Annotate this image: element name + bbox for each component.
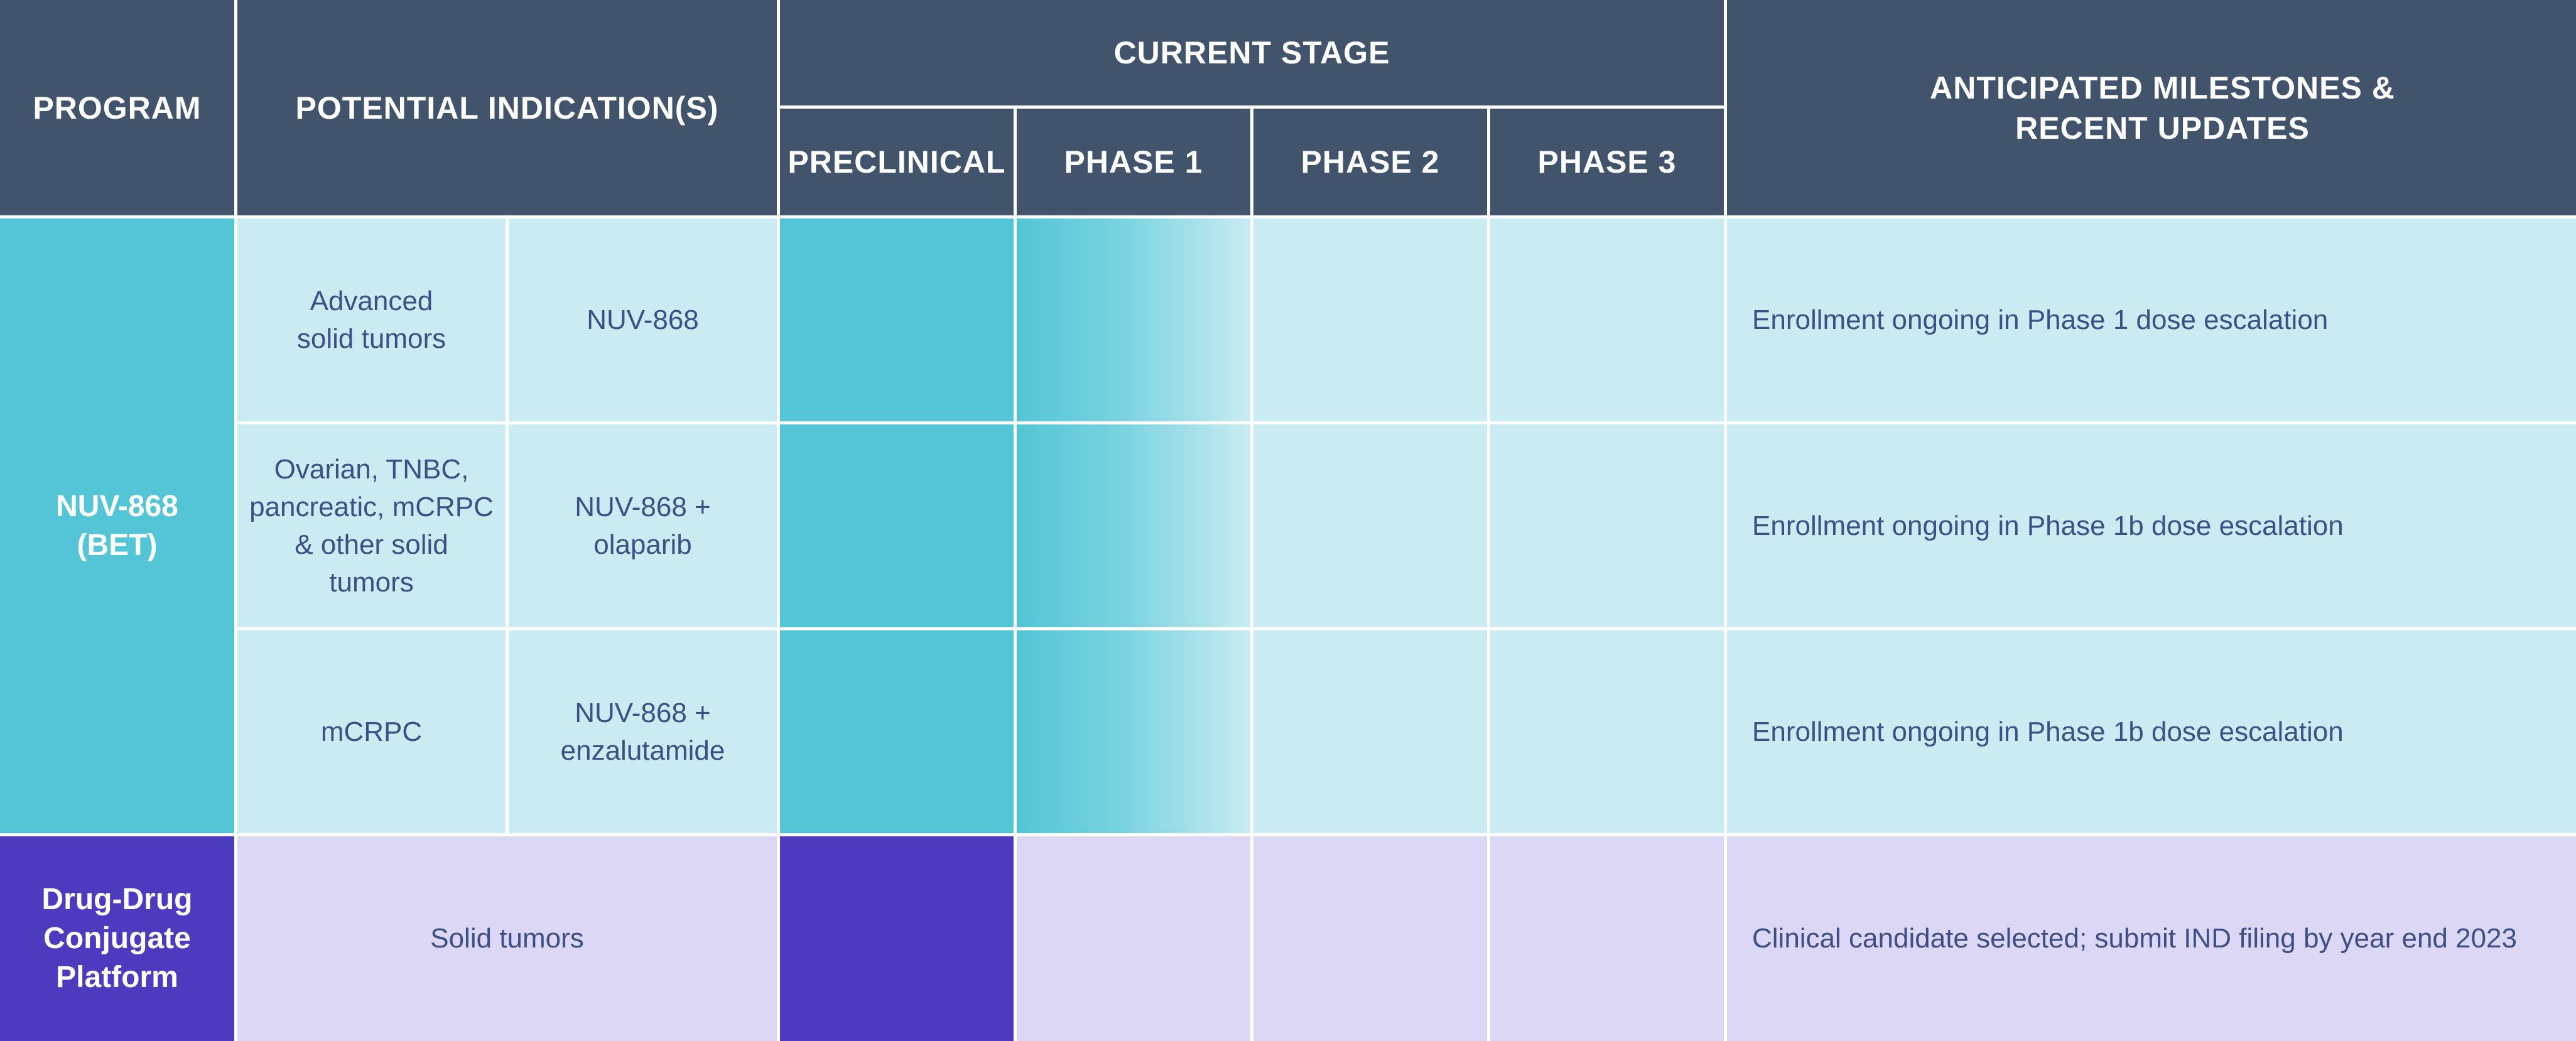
stage-phase-3-empty [1490,424,1724,627]
stage-phase-1-in-progress [1017,218,1250,421]
header-current-stage: CURRENT STAGE [780,0,1724,105]
milestone-cell: Enrollment ongoing in Phase 1b dose esca… [1727,630,2576,833]
regimen-cell: NUV-868 [509,218,777,421]
indication-cell: Ovarian, TNBC, pancreatic, mCRPC & other… [237,424,506,627]
header-stage-phase-1: PHASE 1 [1017,109,1250,215]
indication-cell: Solid tumors [237,836,777,1041]
stage-preclinical-complete [780,218,1014,421]
indication-cell: Advanced solid tumors [237,218,506,421]
stage-phase-3-empty [1490,630,1724,833]
stage-phase-3-empty [1490,836,1724,1041]
stage-phase-2-empty [1253,424,1487,627]
header-indications: POTENTIAL INDICATION(S) [237,0,777,215]
stage-preclinical-complete [780,630,1014,833]
milestone-cell: Enrollment ongoing in Phase 1b dose esca… [1727,424,2576,627]
indication-cell: mCRPC [237,630,506,833]
stage-phase-1-empty [1017,836,1250,1041]
header-stage-phase-2: PHASE 2 [1253,109,1487,215]
header-stage-phase-3: PHASE 3 [1490,109,1724,215]
header-stage-preclinical: PRECLINICAL [780,109,1014,215]
stage-phase-2-empty [1253,630,1487,833]
stage-preclinical-complete [780,424,1014,627]
program-drug-drug-conjugate: Drug-Drug Conjugate Platform [0,836,234,1041]
stage-phase-1-in-progress [1017,630,1250,833]
milestone-cell: Enrollment ongoing in Phase 1 dose escal… [1727,218,2576,421]
program-nuv-868: NUV-868 (BET) [0,218,234,833]
header-milestones: ANTICIPATED MILESTONES & RECENT UPDATES [1727,0,2576,215]
milestone-cell: Clinical candidate selected; submit IND … [1727,836,2576,1041]
stage-preclinical-in-progress [780,836,1014,1041]
header-program: PROGRAM [0,0,234,215]
regimen-cell: NUV-868 + enzalutamide [509,630,777,833]
stage-phase-2-empty [1253,836,1487,1041]
stage-phase-1-in-progress [1017,424,1250,627]
stage-phase-2-empty [1253,218,1487,421]
regimen-cell: NUV-868 + olaparib [509,424,777,627]
stage-phase-3-empty [1490,218,1724,421]
